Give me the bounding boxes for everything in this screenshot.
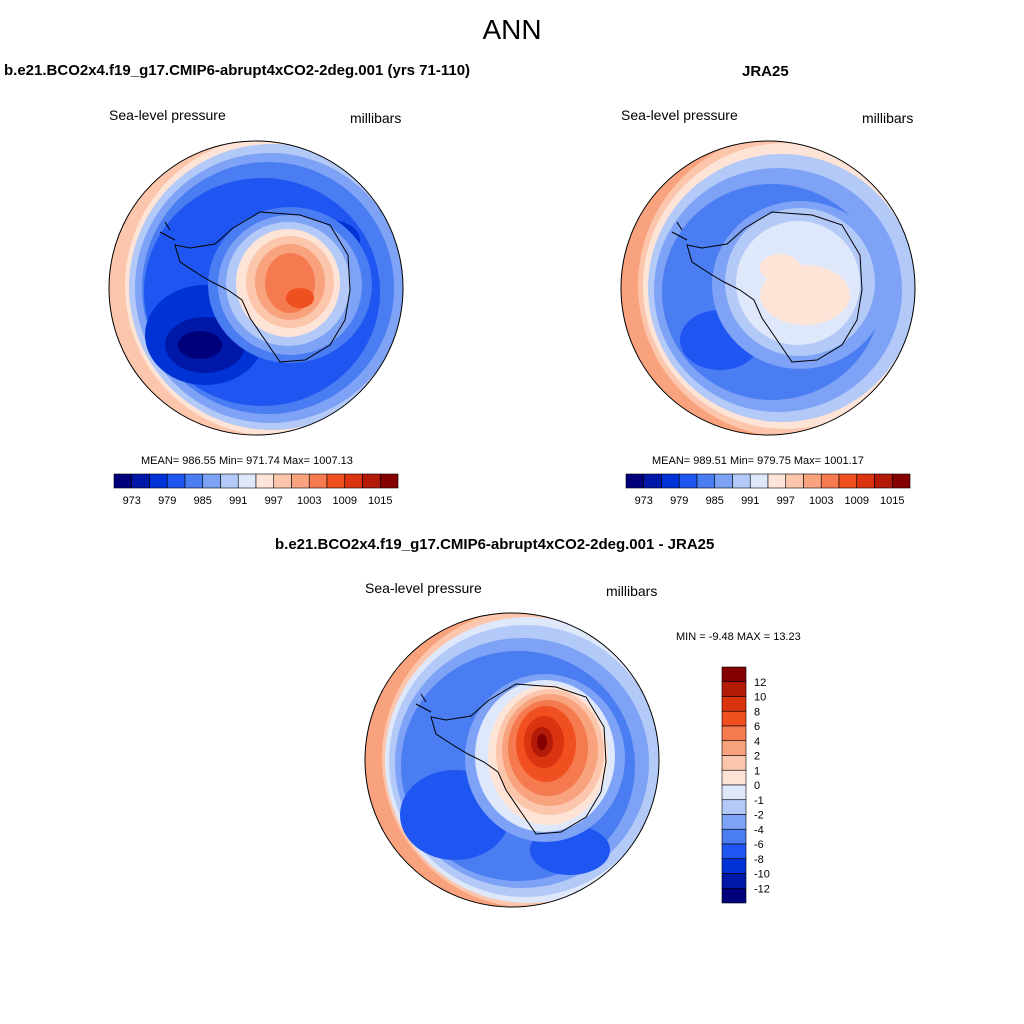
- diff-colorbar-tick: -2: [754, 810, 764, 822]
- obs-colorbar-tick: 979: [670, 495, 688, 507]
- figure-title: ANN: [482, 14, 542, 45]
- model-colorbar-swatch: [308, 473, 328, 489]
- obs-colorbar-tick: 997: [777, 495, 795, 507]
- diff-colorbar-tick: 12: [754, 677, 766, 689]
- diff-variable-label: Sea-level pressure: [365, 580, 482, 596]
- model-colorbar-tick: 1015: [368, 495, 392, 507]
- obs-colorbar-swatch: [696, 473, 716, 489]
- diff-colorbar-tick: -6: [754, 839, 764, 851]
- diff-colorbar-swatch: [721, 666, 747, 683]
- model-colorbar-swatch: [344, 473, 363, 489]
- diff-colorbar-tick: 4: [754, 736, 760, 748]
- model-colorbar-swatch: [131, 473, 150, 489]
- model-colorbar: 973 979 985 991 997 1003 1009 1015: [113, 473, 399, 507]
- diff-colorbar-swatch: [721, 769, 747, 786]
- obs-panel-title: JRA25: [742, 63, 789, 80]
- model-colorbar-swatch: [184, 473, 204, 489]
- obs-stats: MEAN= 989.51 Min= 979.75 Max= 1001.17: [652, 455, 864, 467]
- model-colorbar-tick: 1003: [297, 495, 321, 507]
- model-colorbar-swatch: [220, 473, 239, 489]
- diff-colorbar-swatch: [721, 887, 747, 904]
- obs-variable-label: Sea-level pressure: [621, 107, 738, 123]
- diff-colorbar-swatch: [721, 784, 747, 801]
- diff-stats: MIN = -9.48 MAX = 13.23: [676, 631, 801, 643]
- model-colorbar-swatch: [113, 473, 133, 489]
- diff-colorbar-tick: -12: [754, 883, 770, 895]
- diff-colorbar-swatch: [721, 681, 747, 697]
- model-colorbar-tick: 985: [194, 495, 212, 507]
- model-colorbar-swatch: [326, 473, 346, 489]
- model-variable-label: Sea-level pressure: [109, 107, 226, 123]
- diff-colorbar-swatch: [721, 725, 747, 742]
- diff-colorbar-swatch: [721, 696, 747, 712]
- model-colorbar-swatch: [362, 473, 381, 489]
- diff-colorbar-swatch: [721, 755, 747, 771]
- diff-colorbar-swatch: [721, 740, 747, 756]
- diff-colorbar-tick: -10: [754, 869, 770, 881]
- diff-colorbar-tick: 2: [754, 751, 760, 763]
- diff-colorbar-tick: 0: [754, 780, 760, 792]
- model-units-label: millibars: [350, 110, 402, 126]
- model-colorbar-tick: 1009: [333, 495, 357, 507]
- diff-colorbar-tick: -8: [754, 854, 764, 866]
- obs-colorbar-swatch: [874, 473, 893, 489]
- model-colorbar-swatch: [237, 473, 257, 489]
- model-colorbar-tick: 991: [229, 495, 247, 507]
- obs-colorbar-swatch: [732, 473, 751, 489]
- model-colorbar-tick: 997: [265, 495, 283, 507]
- model-colorbar-swatch: [166, 473, 186, 489]
- obs-colorbar-tick: 1015: [880, 495, 904, 507]
- obs-colorbar-swatch: [678, 473, 698, 489]
- diff-panel-title: b.e21.BCO2x4.f19_g17.CMIP6-abrupt4xCO2-2…: [275, 536, 715, 553]
- model-colorbar-swatch: [273, 473, 292, 489]
- model-colorbar-swatch: [202, 473, 221, 489]
- model-colorbar-swatch: [149, 473, 168, 489]
- diff-colorbar-tick: 10: [754, 692, 766, 704]
- obs-colorbar-tick: 973: [635, 495, 653, 507]
- obs-colorbar-swatch: [891, 473, 911, 489]
- diff-colorbar-swatch: [721, 843, 747, 860]
- diff-colorbar-tick: -4: [754, 824, 764, 836]
- model-colorbar-tick: 973: [123, 495, 141, 507]
- obs-colorbar-swatch: [820, 473, 840, 489]
- model-panel-title: b.e21.BCO2x4.f19_g17.CMIP6-abrupt4xCO2-2…: [4, 62, 471, 79]
- model-colorbar-tick: 979: [158, 495, 176, 507]
- obs-units-label: millibars: [862, 110, 914, 126]
- model-colorbar-swatch: [379, 473, 399, 489]
- diff-units-label: millibars: [606, 583, 658, 599]
- obs-colorbar-tick: 1003: [809, 495, 833, 507]
- diff-colorbar-swatch: [721, 828, 747, 845]
- obs-colorbar-swatch: [803, 473, 822, 489]
- obs-colorbar-swatch: [767, 473, 787, 489]
- diff-colorbar-swatch: [721, 814, 747, 830]
- diff-colorbar-tick: 1: [754, 765, 760, 777]
- obs-colorbar-tick: 991: [741, 495, 759, 507]
- obs-colorbar-tick: 1009: [845, 495, 869, 507]
- diff-colorbar-swatch: [721, 873, 747, 889]
- obs-colorbar-swatch: [625, 473, 645, 489]
- obs-colorbar-swatch: [749, 473, 769, 489]
- obs-colorbar-swatch: [661, 473, 680, 489]
- obs-colorbar-swatch: [714, 473, 733, 489]
- model-stats: MEAN= 986.55 Min= 971.74 Max= 1007.13: [141, 455, 353, 467]
- diff-colorbar-swatch: [721, 710, 747, 727]
- obs-colorbar: 973 979 985 991 997 1003 1009 1015: [625, 473, 911, 507]
- model-colorbar-swatch: [255, 473, 275, 489]
- obs-colorbar-swatch: [838, 473, 858, 489]
- diff-colorbar-tick: -1: [754, 795, 764, 807]
- obs-colorbar-swatch: [856, 473, 875, 489]
- diff-colorbar-tick: 8: [754, 706, 760, 718]
- obs-colorbar-swatch: [785, 473, 804, 489]
- model-colorbar-swatch: [291, 473, 310, 489]
- obs-colorbar-swatch: [643, 473, 662, 489]
- diff-colorbar-swatch: [721, 858, 747, 874]
- diff-colorbar-swatch: [721, 799, 747, 815]
- obs-colorbar-tick: 985: [706, 495, 724, 507]
- diff-colorbar-tick: 6: [754, 721, 760, 733]
